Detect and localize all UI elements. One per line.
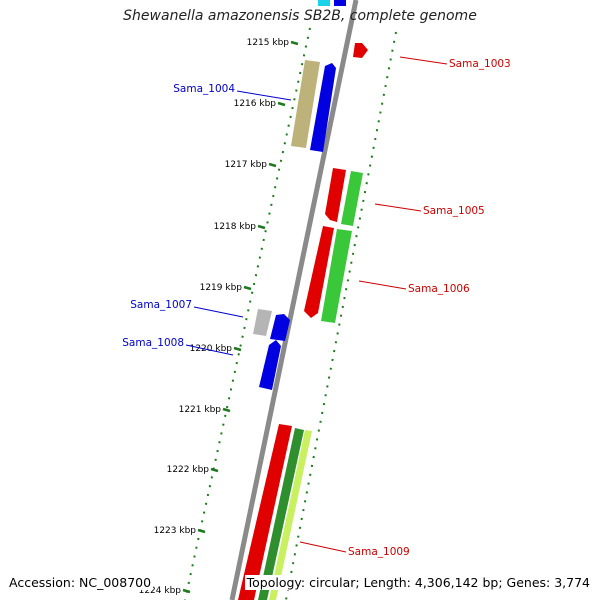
gene-arrow-sama-1005[interactable] <box>325 168 346 222</box>
gene-label: Sama_1003 <box>449 58 511 70</box>
gene-arrow-sama-1006[interactable] <box>304 226 334 318</box>
gene-block-dark-green[interactable] <box>258 428 304 600</box>
gene-feature-cyan[interactable] <box>318 0 330 6</box>
gene-leader-line <box>374 203 422 212</box>
gene-arrow-sama-1007[interactable] <box>270 314 290 341</box>
ruler-label: 1215 kbp <box>247 38 290 48</box>
gene-leader-line <box>236 90 292 101</box>
ruler-label: 1220 kbp <box>190 344 233 354</box>
ruler-tick <box>233 346 242 352</box>
gene-label: Sama_1006 <box>408 283 470 295</box>
ruler-tick <box>243 285 252 291</box>
gene-arrow-sama-1008[interactable] <box>259 340 281 390</box>
ruler-tick <box>182 588 191 594</box>
genome-backbone <box>229 0 359 600</box>
accession-text: Accession: NC_008700 <box>7 575 154 590</box>
gene-block-lime[interactable] <box>269 430 312 600</box>
gene-block-grey[interactable] <box>253 309 272 336</box>
gene-label: Sama_1005 <box>423 205 485 217</box>
topology-text: Topology: circular; Length: 4,306,142 bp… <box>244 575 592 590</box>
gene-leader-line <box>299 541 347 553</box>
gene-leader-line <box>185 344 234 356</box>
ruler-label: 1224 kbp <box>139 586 182 596</box>
ruler-tick <box>257 224 266 230</box>
gene-feature-top-blue[interactable] <box>334 0 346 6</box>
ruler-tick <box>277 101 286 107</box>
left-dotted-guide <box>184 27 311 600</box>
kbp-ruler: 1215 kbp 1216 kbp 1217 kbp 1218 kbp 1219 kbp… <box>139 38 299 596</box>
ruler-tick <box>210 467 219 473</box>
gene-labels: Sama_1003 Sama_1004 Sama_1005 Sama_1006 Sama… <box>122 56 511 558</box>
gene-label: Sama_1009 <box>348 546 410 558</box>
ruler-label: 1223 kbp <box>154 526 197 536</box>
right-dotted-guide <box>285 31 397 600</box>
gene-arrow-sama-1004[interactable] <box>310 63 336 152</box>
gene-label: Sama_1007 <box>130 299 192 311</box>
map-title: Shewanella amazonensis SB2B, complete ge… <box>123 8 477 24</box>
ruler-tick <box>197 528 206 534</box>
ruler-label: 1219 kbp <box>200 283 243 293</box>
ruler-label: 1217 kbp <box>225 160 268 170</box>
gene-arrow-sama-1009[interactable] <box>238 424 292 600</box>
gene-block-1006-green[interactable] <box>321 229 352 323</box>
ruler-tick <box>290 40 299 46</box>
gene-label: Sama_1004 <box>173 83 235 95</box>
ruler-tick <box>268 162 277 168</box>
gene-arrow-sama-1003[interactable] <box>353 43 368 58</box>
gene-leader-line <box>399 56 448 65</box>
ruler-label: 1222 kbp <box>167 465 210 475</box>
ruler-label: 1221 kbp <box>179 405 222 415</box>
ruler-label: 1216 kbp <box>234 99 277 109</box>
gene-leader-line <box>358 280 407 290</box>
gene-label: Sama_1008 <box>122 337 184 349</box>
ruler-tick <box>222 407 231 413</box>
gene-block-olive[interactable] <box>291 60 320 148</box>
gene-block-1005-green[interactable] <box>341 171 363 226</box>
ruler-label: 1218 kbp <box>214 222 257 232</box>
gene-leader-line <box>193 306 244 318</box>
